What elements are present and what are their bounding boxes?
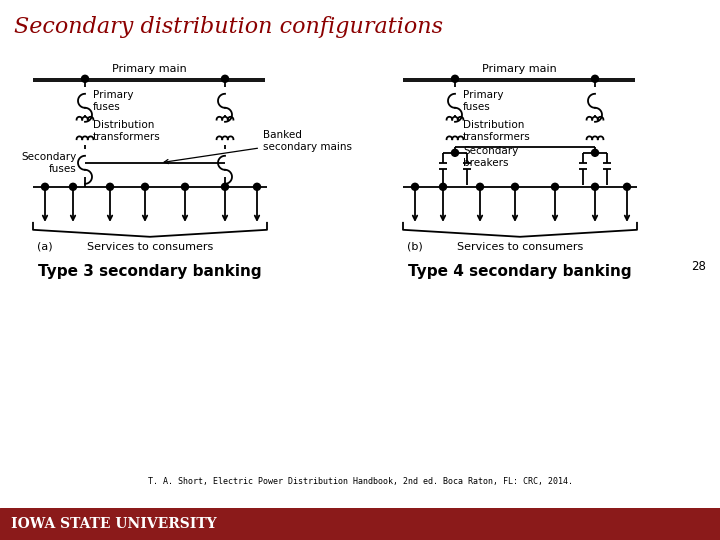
Circle shape (142, 183, 148, 190)
Circle shape (253, 183, 261, 190)
Text: Distribution
transformers: Distribution transformers (463, 120, 531, 141)
Circle shape (412, 183, 418, 190)
Circle shape (451, 75, 459, 82)
Text: (b): (b) (407, 242, 423, 252)
Circle shape (592, 149, 598, 156)
Circle shape (552, 183, 559, 190)
Circle shape (222, 183, 228, 190)
Text: Type 3 secondary banking: Type 3 secondary banking (38, 264, 262, 279)
Text: (a): (a) (37, 242, 53, 252)
Circle shape (42, 183, 48, 190)
Text: 28: 28 (691, 260, 706, 273)
Text: Distribution
transformers: Distribution transformers (93, 120, 161, 141)
Text: Services to consumers: Services to consumers (87, 242, 213, 252)
Text: Primary
fuses: Primary fuses (93, 90, 133, 112)
Circle shape (451, 149, 459, 156)
Circle shape (81, 75, 89, 82)
Circle shape (70, 183, 76, 190)
Text: Secondary distribution configurations: Secondary distribution configurations (14, 16, 443, 38)
Text: Secondary
breakers: Secondary breakers (463, 146, 518, 167)
Text: IOWA STATE UNIVERSITY: IOWA STATE UNIVERSITY (11, 517, 217, 531)
Circle shape (592, 183, 598, 190)
Circle shape (439, 183, 446, 190)
Circle shape (107, 183, 114, 190)
Text: Banked
secondary mains: Banked secondary mains (164, 130, 352, 164)
Circle shape (592, 75, 598, 82)
Text: Type 4 secondary banking: Type 4 secondary banking (408, 264, 632, 279)
Circle shape (477, 183, 484, 190)
Text: Primary main: Primary main (112, 64, 186, 74)
Text: Primary
fuses: Primary fuses (463, 90, 503, 112)
Circle shape (511, 183, 518, 190)
Text: T. A. Short, Electric Power Distribution Handbook, 2nd ed. Boca Raton, FL: CRC, : T. A. Short, Electric Power Distribution… (148, 477, 572, 486)
Circle shape (181, 183, 189, 190)
Text: Primary main: Primary main (482, 64, 557, 74)
Circle shape (624, 183, 631, 190)
Text: Services to consumers: Services to consumers (457, 242, 583, 252)
Circle shape (222, 75, 228, 82)
Text: Secondary
fuses: Secondary fuses (22, 152, 77, 173)
